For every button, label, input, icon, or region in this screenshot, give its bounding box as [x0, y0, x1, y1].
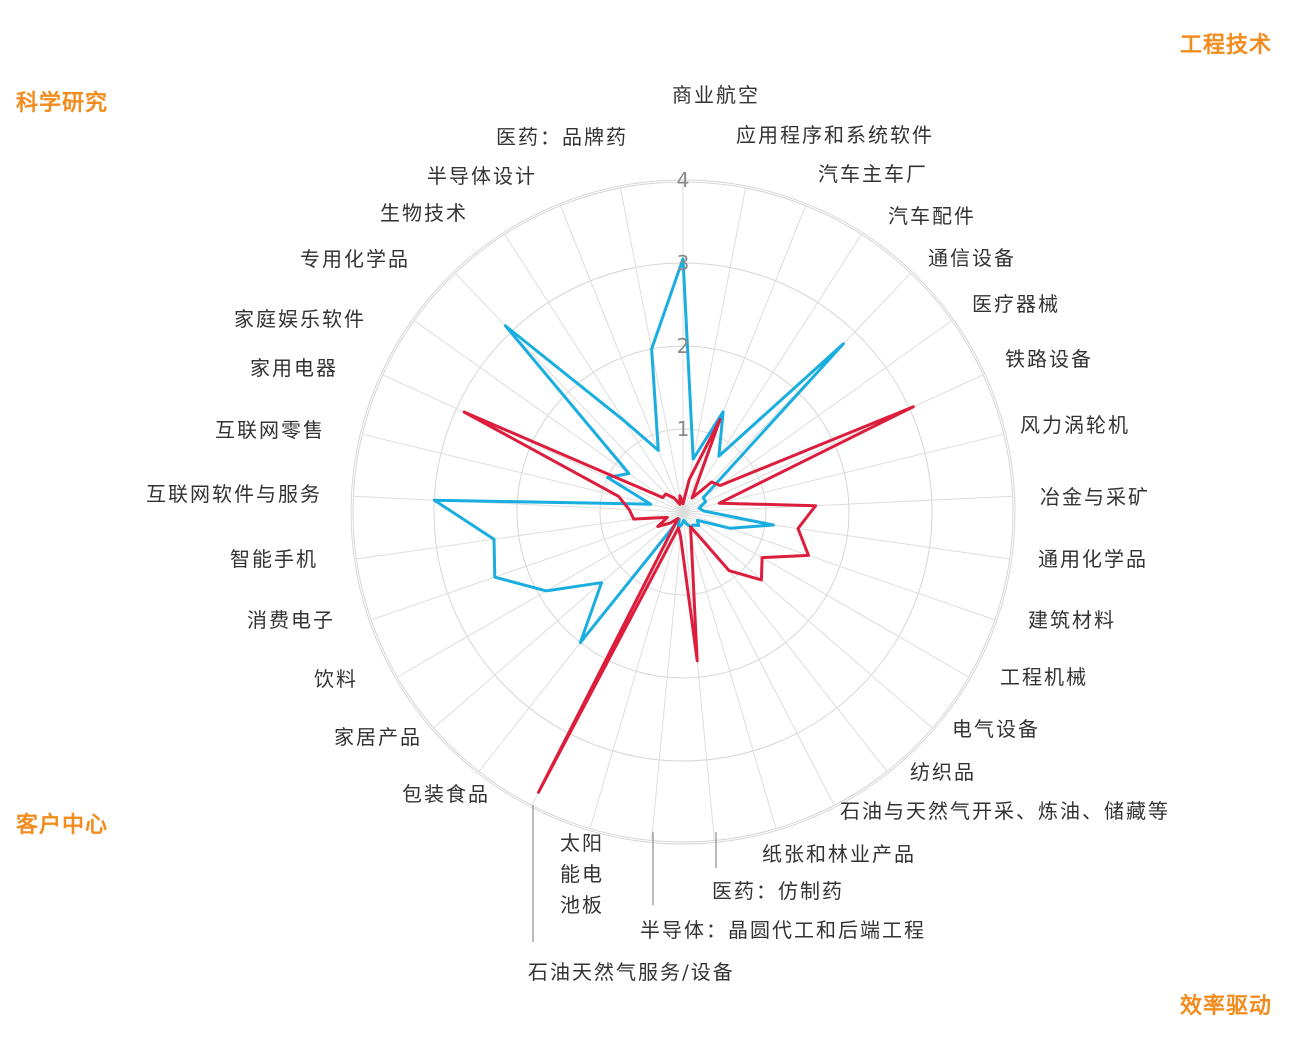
category-label: 家居产品	[334, 725, 422, 749]
grid-spoke	[682, 511, 777, 829]
grid-spoke	[433, 511, 684, 729]
grid-spoke	[682, 511, 996, 621]
grid-spoke	[589, 511, 684, 829]
category-label: 生物技术	[380, 201, 468, 225]
category-label: 电气设备	[952, 717, 1040, 741]
category-label: 汽车主车厂	[818, 162, 928, 186]
grid-spoke	[682, 234, 862, 513]
grid-spoke	[356, 511, 684, 560]
series-red-line	[462, 405, 915, 794]
category-label: 冶金与采矿	[1040, 485, 1150, 509]
quadrant-label-customer: 客户中心	[16, 812, 108, 838]
quadrant-label-engineering: 工程技术	[1180, 33, 1272, 58]
leader-lines	[532, 805, 717, 942]
grid-spoke	[682, 320, 953, 513]
radial-ticks: 1 2 3 4	[677, 168, 690, 441]
grid-spoke	[682, 495, 1013, 513]
grid-spoke	[682, 511, 933, 729]
category-label: 智能手机	[230, 547, 318, 571]
grid-spoke	[370, 511, 684, 621]
category-label: 工程机械	[1000, 665, 1088, 689]
grid-spoke	[682, 511, 970, 678]
radial-tick-label: 2	[677, 334, 690, 358]
grid-spoke	[682, 433, 1004, 513]
category-label: 太阳能电池板	[560, 831, 604, 917]
grid-spoke	[651, 511, 684, 841]
series-blue-line	[432, 257, 845, 644]
category-label: 专用化学品	[300, 247, 410, 271]
grid-spoke	[682, 374, 984, 513]
category-label: 石油与天然气开采、炼油、储藏等	[840, 799, 1170, 823]
category-label: 医药：品牌药	[496, 125, 628, 149]
category-labels: 商业航空应用程序和系统软件汽车主车厂汽车配件通信设备医疗器械铁路设备风力涡轮机冶…	[146, 83, 1170, 984]
category-label: 通用化学品	[1038, 547, 1148, 571]
grid-spoke	[382, 374, 684, 513]
category-label: 饮料	[314, 667, 358, 691]
category-label: 铁路设备	[1005, 347, 1093, 371]
category-label: 纺织品	[910, 760, 976, 784]
quadrant-label-science: 科学研究	[16, 90, 108, 116]
category-label: 风力涡轮机	[1020, 413, 1130, 437]
category-label: 通信设备	[928, 246, 1016, 270]
radial-tick-label: 3	[677, 251, 690, 275]
grid-spoke	[454, 272, 684, 513]
category-label: 医疗器械	[972, 292, 1060, 316]
category-label: 包装食品	[402, 782, 490, 806]
quadrant-label-efficiency: 效率驱动	[1180, 993, 1272, 1019]
category-label: 家庭娱乐软件	[234, 307, 366, 331]
grid-spoke	[682, 272, 912, 513]
radial-tick-label: 4	[677, 168, 690, 192]
grid-spoke	[362, 433, 684, 513]
grid-spoke	[682, 205, 807, 513]
grid-spoke	[413, 320, 684, 513]
quadrant-frames	[16, 10, 1276, 1030]
category-label: 商业航空	[672, 83, 760, 107]
category-label: 纸张和林业产品	[762, 842, 916, 866]
category-label: 家用电器	[250, 356, 338, 380]
category-label: 建筑材料	[1028, 608, 1116, 632]
category-label: 汽车配件	[888, 204, 976, 228]
series-layer	[432, 257, 915, 794]
category-label: 半导体：晶圆代工和后端工程	[640, 918, 926, 942]
grid-spoke	[559, 205, 684, 513]
grid-spoke	[682, 511, 835, 806]
category-label: 互联网零售	[215, 418, 325, 442]
radar-grid	[350, 179, 1016, 845]
category-label: 互联网软件与服务	[146, 482, 322, 506]
grid-spoke	[504, 234, 684, 513]
category-label: 半导体设计	[427, 164, 537, 188]
grid-spoke	[682, 511, 1010, 560]
grid-spoke	[396, 511, 684, 678]
category-label: 石油天然气服务/设备	[528, 960, 735, 984]
grid-ring	[350, 179, 1016, 845]
radial-tick-label: 1	[677, 417, 690, 441]
frame-engineering	[651, 10, 1276, 462]
category-label: 医药：仿制药	[712, 879, 844, 903]
category-label: 消费电子	[247, 608, 335, 632]
grid-spoke	[682, 511, 715, 841]
category-label: 应用程序和系统软件	[736, 123, 934, 147]
